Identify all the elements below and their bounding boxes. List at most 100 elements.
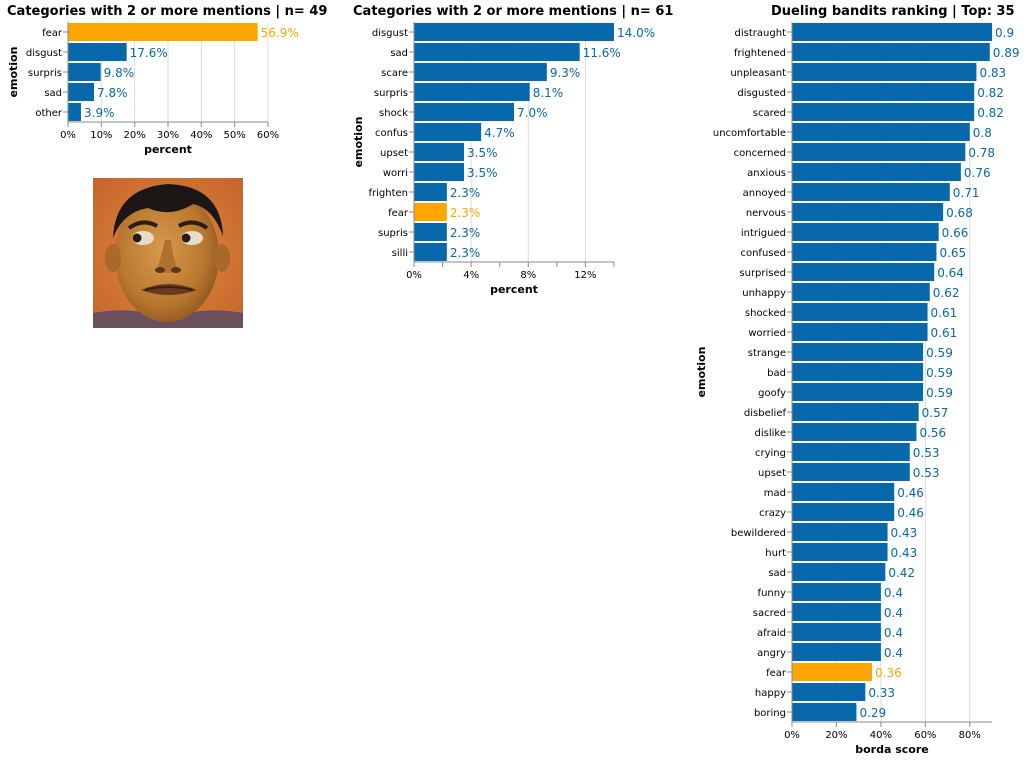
x-tick-label: 50% [224,130,246,141]
y-tick-label: distraught [735,28,787,39]
bar-strange [792,343,924,361]
y-tick-label: sad [44,88,62,99]
bar-mad [792,483,895,501]
y-tick-label: upset [758,468,786,479]
bar-other [68,103,81,121]
bar-upset [414,143,464,161]
bar-fear [792,663,872,681]
y-tick-label: frightened [734,48,786,59]
y-tick-label: confus [375,128,408,139]
bar-supris [414,223,447,241]
bar-disgust [68,43,127,61]
data-label: 0.29 [859,706,886,720]
bar-hurt [792,543,888,561]
bar-bad [792,363,924,381]
bar-funny [792,583,881,601]
bar-fear [68,23,258,41]
data-label: 0.46 [897,506,924,520]
y-tick-label: worri [383,168,408,179]
bar-happy [792,683,866,701]
data-label: 0.4 [884,606,903,620]
bar-concerned [792,143,966,161]
bar-confus [414,123,482,141]
data-label: 0.83 [979,66,1006,80]
data-label: 0.57 [922,406,949,420]
bar-goofy [792,383,924,401]
data-label: 0.61 [931,306,958,320]
x-tick-label: 10% [90,130,112,141]
y-tick-label: nervous [746,208,786,219]
face-photo [93,178,243,328]
bar-worried [792,323,928,341]
data-label: 7.0% [517,106,548,120]
bar-surpris [414,83,530,101]
y-tick-label: surpris [28,68,62,79]
bar-annoyed [792,183,950,201]
y-tick-label: afraid [757,628,786,639]
data-label: 2.3% [450,246,481,260]
x-tick-label: 60% [914,730,936,741]
data-label: 0.4 [884,586,903,600]
bar-frighten [414,183,447,201]
y-tick-label: concerned [734,148,786,159]
bar-silli [414,243,447,261]
x-tick-label: 8% [520,270,536,281]
bar-scared [792,103,975,121]
y-tick-label: surprised [739,268,786,279]
chart2-title: Categories with 2 or more mentions | n= … [353,4,674,19]
y-tick-label: unhappy [742,288,786,299]
y-tick-label: annoyed [743,188,786,199]
data-label: 0.59 [926,366,953,380]
data-label: 0.36 [875,666,902,680]
data-label: 0.9 [995,26,1014,40]
data-label: 11.6% [583,46,621,60]
bar-nervous [792,203,944,221]
y-tick-label: bewildered [731,528,786,539]
bar-sacred [792,603,881,621]
y-tick-label: goofy [758,388,786,399]
y-tick-label: fear [42,28,63,39]
y-tick-label: hurt [765,548,786,559]
x-tick-label: 40% [190,130,212,141]
data-label: 3.5% [467,146,498,160]
bar-uncomfortable [792,123,970,141]
bar-crying [792,443,910,461]
bar-crazy [792,503,895,521]
data-label: 0.43 [891,526,918,540]
bar-boring [792,703,857,721]
bar-worri [414,163,464,181]
y-tick-label: sacred [753,608,786,619]
y-tick-label: intrigued [741,228,786,239]
bar-anxious [792,163,961,181]
data-label: 0.82 [977,86,1004,100]
data-label: 7.8% [97,86,128,100]
y-tick-label: strange [748,348,786,359]
y-tick-label: dislike [755,428,786,439]
y-tick-label: boring [754,708,786,719]
data-label: 4.7% [484,126,514,140]
x-tick-label: 0% [60,130,76,141]
data-label: 0.71 [953,186,980,200]
data-label: 0.64 [937,266,964,280]
bar-upset [792,463,910,481]
x-axis-title: percent [490,283,538,296]
bar-disgusted [792,83,975,101]
y-tick-label: unpleasant [730,68,786,79]
chart1-title: Categories with 2 or more mentions | n= … [7,4,328,19]
bar-bewildered [792,523,888,541]
y-axis-title: emotion [695,347,708,398]
y-tick-label: bad [767,368,786,379]
data-label: 17.6% [130,46,168,60]
y-tick-label: disgust [26,48,62,59]
chart3-title: Dueling bandits ranking | Top: 35 [771,4,1015,19]
data-label: 2.3% [450,206,481,220]
y-tick-label: fear [766,668,787,679]
data-label: 0.33 [868,686,895,700]
data-label: 0.89 [993,46,1020,60]
y-tick-label: sad [768,568,786,579]
y-tick-label: disgust [372,28,408,39]
data-label: 3.5% [467,166,498,180]
